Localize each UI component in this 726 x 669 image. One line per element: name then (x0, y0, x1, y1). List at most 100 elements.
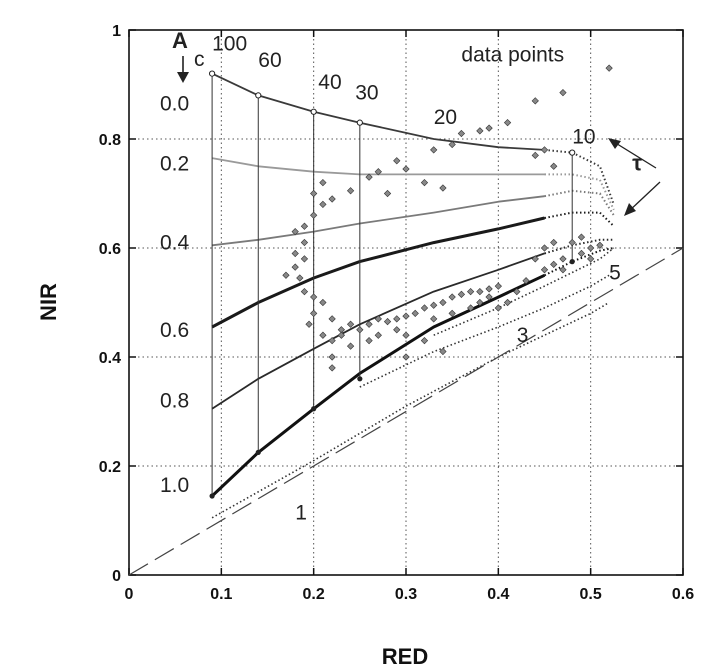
y-tick-label: 0.6 (99, 241, 121, 258)
data-point (448, 140, 456, 149)
data-point (310, 189, 318, 198)
data-point (476, 298, 484, 307)
data-point (402, 312, 410, 320)
data-point (291, 263, 299, 271)
data-point (374, 331, 382, 339)
data-point (577, 249, 586, 258)
data-point (587, 255, 595, 263)
data-point (467, 304, 475, 312)
data-point (550, 162, 558, 170)
data-point (393, 157, 401, 165)
tau-curve (359, 274, 610, 388)
data-point (346, 320, 355, 328)
data-point (328, 353, 336, 361)
x-axis-title: RED (382, 644, 428, 669)
data-point (346, 342, 355, 350)
data-point (337, 331, 345, 339)
ac-curve (211, 273, 546, 498)
ac-curve-tail (544, 211, 615, 227)
annotations: 0.0 0.2 0.4 0.6 0.8 1.0 Ac 100 60 40 30 20 10 5 3 1 data… (160, 28, 661, 524)
ac-arrow-head (177, 72, 189, 83)
y-tick-label: 0.8 (99, 132, 121, 149)
annotation-label: 30 (355, 82, 378, 105)
data-point (300, 287, 309, 296)
y-tick-label: 1 (112, 23, 121, 40)
data-point (513, 287, 521, 296)
data-point (439, 347, 447, 356)
data-point (605, 64, 613, 72)
annotation-label: 3 (517, 324, 529, 347)
data-point (503, 298, 512, 307)
y-tick-label: 0.4 (99, 350, 121, 367)
x-tick-label: 0.5 (580, 586, 602, 603)
x-tick-label: 0 (125, 586, 134, 603)
data-point (550, 238, 558, 247)
x-tick-label: 0.1 (210, 586, 232, 603)
ac-label: 0.0 (160, 93, 189, 116)
x-tick-label: 0.4 (487, 586, 509, 603)
data-point (411, 309, 419, 318)
data-point (439, 298, 447, 307)
data-point (420, 304, 429, 312)
axes: 0 0.1 0.2 0.3 0.4 0.5 0.6 0 0.2 0.4 0.6 0.8 1 (99, 23, 694, 603)
data-point (568, 238, 576, 247)
data-point (485, 124, 493, 132)
data-point (402, 165, 410, 173)
vertical-endpoint (255, 449, 261, 455)
data-point (476, 287, 484, 296)
data-point (522, 277, 530, 285)
data-point (328, 337, 336, 345)
data-point (559, 266, 567, 274)
data-point (291, 249, 299, 258)
y-tick-label: 0 (112, 568, 121, 585)
data-point (448, 309, 456, 318)
data-point (402, 353, 410, 361)
data-point (393, 315, 401, 323)
data-point (448, 293, 456, 301)
data-point (494, 304, 502, 312)
data-point (596, 241, 604, 249)
data-point (365, 320, 373, 328)
vertical-endpoint (569, 149, 576, 156)
tau-arrow-head (624, 203, 636, 216)
data-point (485, 285, 493, 293)
ac-curve (211, 216, 545, 329)
ac-title: A (172, 28, 188, 53)
vertical-endpoint (310, 108, 317, 115)
data-point (383, 189, 392, 198)
vertical-endpoint (209, 70, 216, 77)
y-axis-title: NIR (36, 283, 61, 321)
data-point (559, 89, 567, 97)
tau-arrow-head (608, 138, 621, 149)
vertical-endpoint (357, 376, 363, 382)
annotation-label: 60 (258, 49, 281, 72)
data-point (494, 282, 502, 290)
ac-curve-tail (544, 173, 615, 211)
constant-tau-lines (209, 70, 576, 499)
data-point (346, 187, 355, 195)
annotation-label: 20 (434, 106, 457, 129)
data-point (503, 119, 512, 127)
tau-arrow-line (627, 181, 661, 213)
annotation-label: data points (461, 44, 564, 67)
x-tick-label: 0.3 (395, 586, 417, 603)
data-point (467, 287, 475, 296)
tau-curve (433, 247, 615, 336)
ac-label: 1.0 (160, 474, 189, 497)
data-point (485, 293, 493, 301)
data-point (540, 244, 549, 252)
data-point (300, 222, 309, 230)
ac-subscript: c (194, 48, 205, 71)
data-point (282, 271, 290, 279)
data-point (300, 255, 309, 263)
data-point (587, 244, 595, 252)
data-point (365, 337, 373, 345)
ac-label: 0.2 (160, 153, 189, 176)
data-point (457, 129, 466, 138)
data-point (402, 331, 410, 339)
ac-curve-tail (544, 148, 615, 205)
x-tick-label: 0.6 (672, 586, 694, 603)
ac-label: 0.8 (160, 390, 189, 413)
data-point (430, 301, 438, 309)
